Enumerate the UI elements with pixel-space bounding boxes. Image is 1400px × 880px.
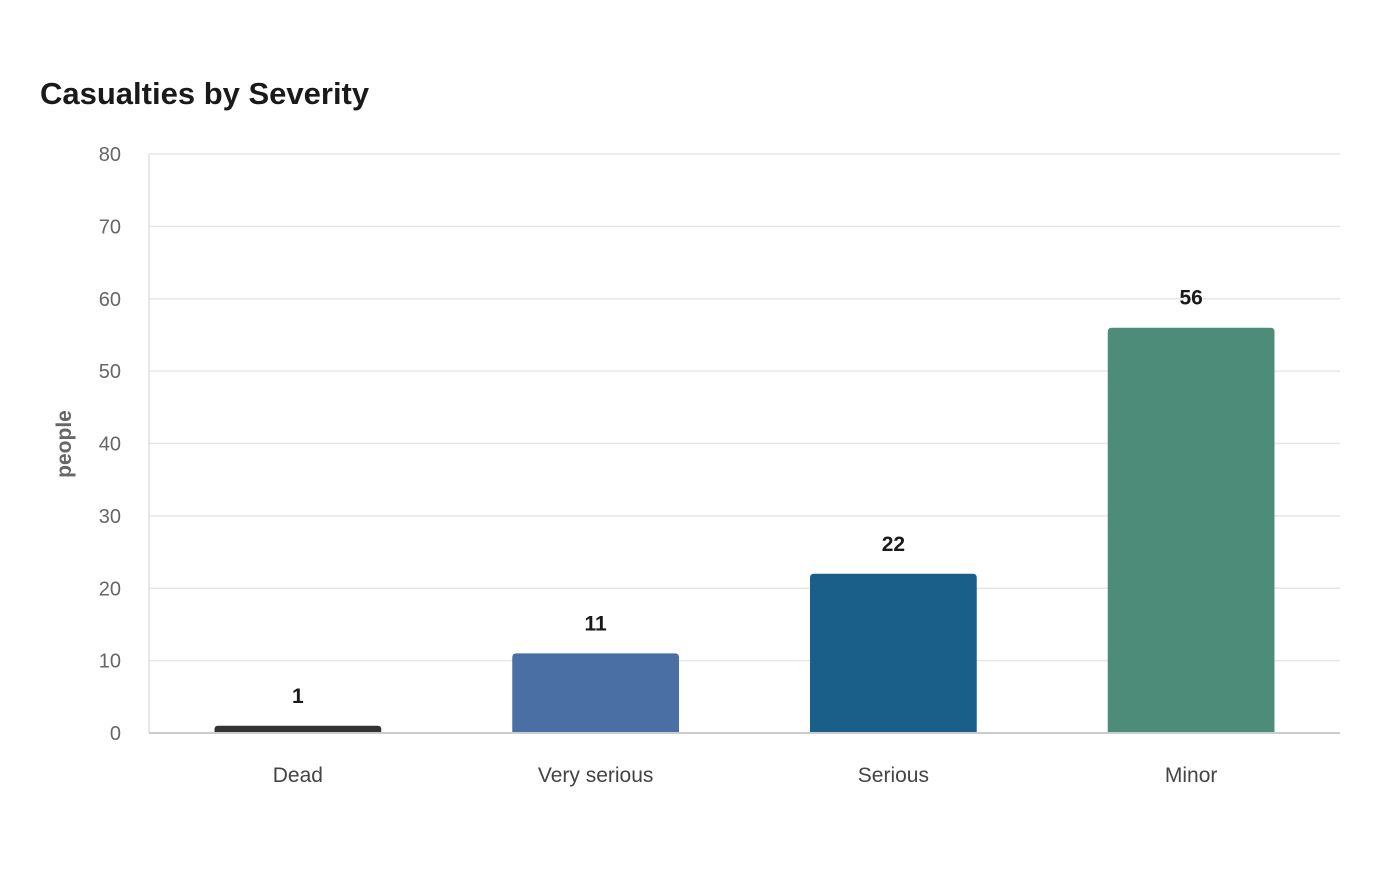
bars bbox=[214, 327, 1275, 733]
y-axis-ticks: 0 10 20 30 40 50 60 70 80 bbox=[99, 144, 121, 745]
bar-serious bbox=[810, 573, 977, 733]
y-tick-label: 10 bbox=[99, 651, 121, 673]
y-tick-label: 20 bbox=[99, 578, 121, 600]
y-tick-label: 60 bbox=[99, 289, 121, 311]
y-tick-label: 30 bbox=[99, 506, 121, 528]
x-category-label: Very serious bbox=[538, 764, 654, 787]
data-label: 11 bbox=[585, 612, 608, 635]
y-tick-label: 0 bbox=[110, 723, 121, 745]
data-label: 56 bbox=[1179, 287, 1202, 310]
y-tick-label: 50 bbox=[99, 361, 121, 383]
bar-minor bbox=[1107, 327, 1275, 733]
chart-title: Casualties by Severity bbox=[40, 76, 370, 111]
data-label: 22 bbox=[882, 533, 905, 556]
x-category-label: Dead bbox=[273, 764, 323, 787]
y-tick-label: 40 bbox=[99, 434, 121, 456]
y-axis-title: people bbox=[53, 410, 76, 478]
gridlines bbox=[149, 153, 1340, 662]
bar-dead bbox=[214, 725, 382, 733]
x-category-label: Serious bbox=[858, 764, 929, 787]
y-tick-label: 80 bbox=[99, 144, 121, 166]
y-tick-label: 70 bbox=[99, 216, 121, 238]
x-axis-categories: Dead Very serious Serious Minor bbox=[273, 764, 1218, 787]
bar-very-serious bbox=[512, 653, 679, 733]
data-label: 1 bbox=[292, 685, 304, 708]
x-category-label: Minor bbox=[1165, 764, 1218, 787]
